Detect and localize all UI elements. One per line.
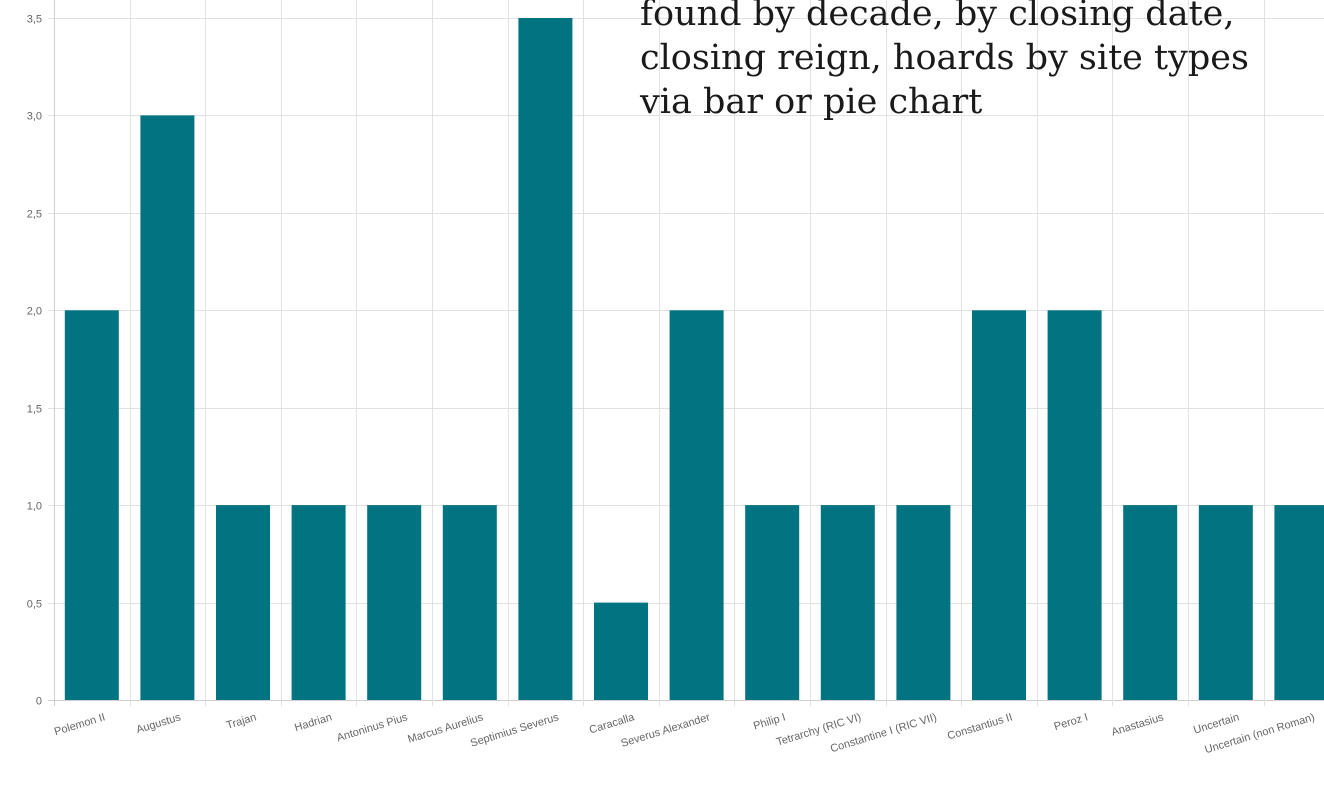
bar[interactable] [291, 505, 346, 700]
x-tick-label: Anastasius [1110, 711, 1165, 738]
bar[interactable] [669, 310, 724, 700]
bar[interactable] [1123, 505, 1178, 700]
y-axis: 0 0,5 1,0 1,5 2,0 2,5 3,0 3,5 [27, 14, 42, 708]
x-tick-label: Trajan [225, 711, 258, 731]
x-axis: Polemon II Augustus Trajan Hadrian Antoninus… [53, 711, 1316, 756]
y-tick-label: 0 [36, 696, 42, 708]
bar[interactable] [1198, 505, 1253, 700]
bar[interactable] [896, 505, 951, 700]
x-tick-label: Antoninus Pius [335, 711, 409, 744]
y-tick-label: 0,5 [27, 599, 42, 611]
bar-layer [64, 18, 1324, 700]
x-tick-label: Augustus [135, 711, 183, 736]
y-tick-label: 1,0 [27, 501, 42, 513]
bar[interactable] [64, 310, 119, 700]
x-tick-label: Philip I [752, 711, 787, 732]
y-tick-label: 2,5 [27, 209, 42, 221]
y-tick-label: 3,0 [27, 111, 42, 123]
y-tick-label: 1,5 [27, 404, 42, 416]
bar[interactable] [442, 505, 497, 700]
bar[interactable] [1274, 505, 1324, 700]
bar[interactable] [140, 115, 195, 700]
bar[interactable] [367, 505, 422, 700]
bar[interactable] [820, 505, 875, 700]
bar[interactable] [216, 505, 270, 700]
x-tick-label: Peroz I [1053, 711, 1090, 733]
bar[interactable] [972, 310, 1026, 700]
x-tick-label: Constantius II [946, 711, 1014, 742]
y-tick-label: 3,5 [27, 14, 42, 26]
x-tick-label: Polemon II [53, 711, 107, 738]
bar[interactable] [518, 18, 573, 700]
x-tick-label: Uncertain [1192, 711, 1241, 736]
y-tick-label: 2,0 [27, 306, 42, 318]
bar[interactable] [1047, 310, 1102, 700]
bar[interactable] [594, 602, 648, 700]
x-tick-label: Caracalla [588, 711, 637, 736]
grid-layer [48, 0, 1324, 706]
x-tick-label: Hadrian [293, 711, 333, 734]
bar[interactable] [745, 505, 800, 700]
